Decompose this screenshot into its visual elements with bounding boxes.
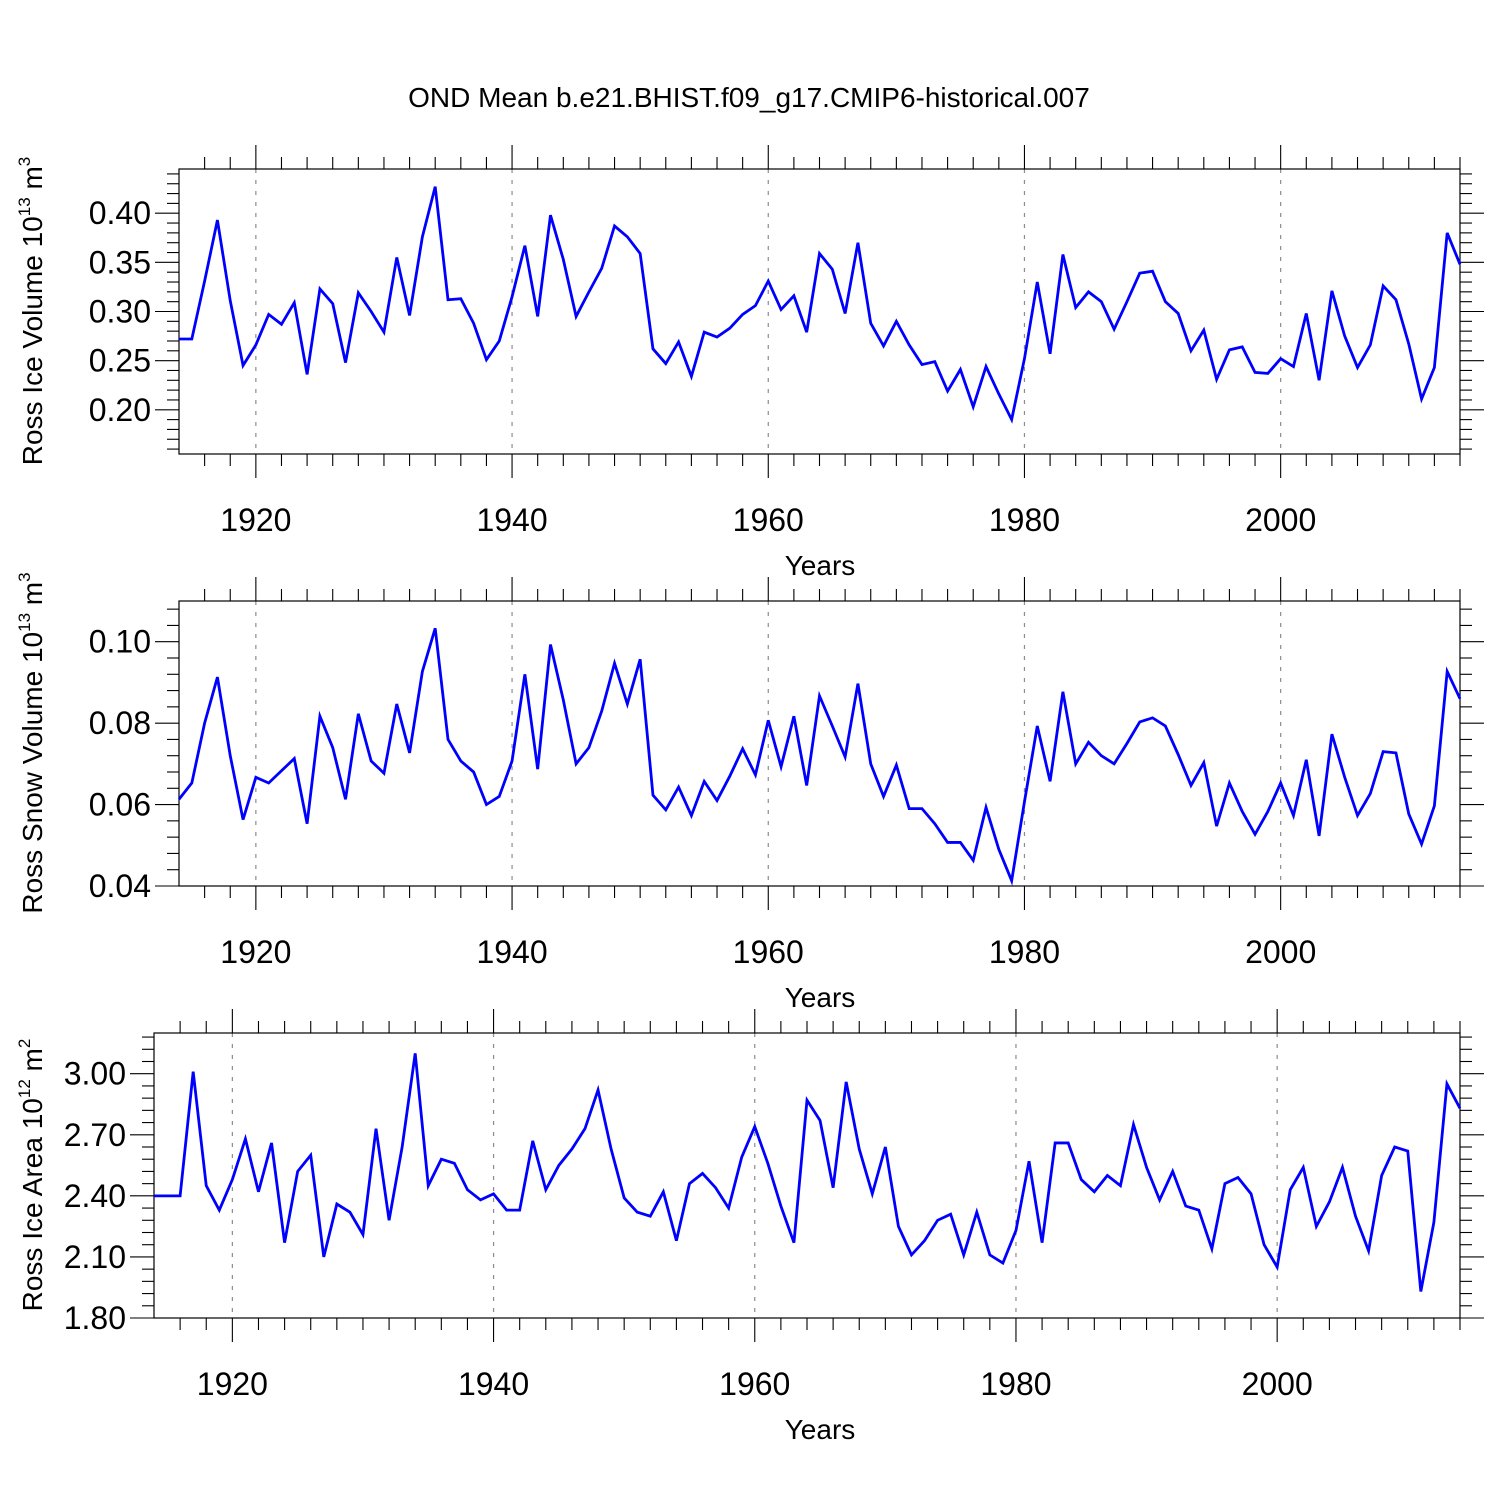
y-tick-label: 0.30 — [89, 294, 151, 330]
y-axis-label: Ross Snow Volume 1013 m3 — [15, 572, 48, 913]
x-tick-label: 1940 — [476, 502, 547, 538]
x-tick-label: 1960 — [733, 934, 804, 970]
y-axis-label-unit: m — [17, 166, 48, 197]
x-tick-label: 1960 — [719, 1366, 790, 1402]
x-tick-label: 1980 — [989, 502, 1060, 538]
y-tick-label: 2.70 — [64, 1117, 126, 1153]
plot-frame — [153, 1032, 1461, 1319]
y-axis-label-exponent: 13 — [15, 613, 34, 632]
x-axis-label: Years — [785, 982, 856, 1013]
y-tick-label: 0.35 — [89, 244, 151, 280]
y-axis-label-power: 2 — [15, 1039, 34, 1048]
y-tick-label: 0.08 — [89, 705, 151, 741]
x-tick-label: 1940 — [458, 1366, 529, 1402]
y-axis-label-power: 3 — [15, 157, 34, 166]
y-tick-label: 2.40 — [64, 1178, 126, 1214]
y-tick-label: 2.10 — [64, 1239, 126, 1275]
x-tick-label: 1940 — [476, 934, 547, 970]
y-tick-label: 3.00 — [64, 1056, 126, 1092]
y-axis-label-unit: m — [17, 582, 48, 613]
y-tick-label: 0.06 — [89, 787, 151, 823]
y-axis-label-unit: m — [17, 1048, 48, 1079]
y-tick-label: 1.80 — [64, 1300, 126, 1336]
y-axis-label: Ross Ice Volume 1013 m3 — [15, 157, 48, 466]
y-axis-label-exponent: 12 — [15, 1079, 34, 1098]
series-line — [179, 186, 1462, 424]
x-axis-label: Years — [785, 1414, 856, 1445]
y-axis-label-text: Ross Ice Area 10 — [17, 1098, 48, 1311]
x-axis-label: Years — [785, 550, 856, 581]
y-axis-label-text: Ross Ice Volume 10 — [17, 216, 48, 465]
y-tick-label: 0.40 — [89, 195, 151, 231]
x-tick-label: 1920 — [220, 502, 291, 538]
series-line — [177, 627, 1462, 886]
plot-frame — [178, 600, 1461, 887]
y-tick-label: 0.25 — [89, 343, 151, 379]
x-tick-label: 1920 — [197, 1366, 268, 1402]
y-tick-label: 0.20 — [89, 392, 151, 428]
y-tick-label: 0.04 — [89, 868, 151, 904]
y-axis-label: Ross Ice Area 1012 m2 — [15, 1039, 48, 1312]
series-line — [154, 1053, 1462, 1292]
x-tick-label: 1980 — [989, 934, 1060, 970]
panels: 0.20 0.25 0.30 0.35 0.40 1920 1940 1960 1980 2000… — [15, 145, 1484, 1445]
x-tick-label: 2000 — [1245, 934, 1316, 970]
x-tick-label: 2000 — [1245, 502, 1316, 538]
y-axis-label-exponent: 13 — [15, 197, 34, 216]
panel-1: 0.20 0.25 0.30 0.35 0.40 1920 1940 1960 1980 2000… — [15, 145, 1484, 581]
panel-3: 1.80 2.10 2.40 2.70 3.00 1920 1940 1960 1980 2000… — [15, 1009, 1484, 1445]
x-tick-label: 1980 — [980, 1366, 1051, 1402]
y-axis-label-text: Ross Snow Volume 10 — [17, 632, 48, 914]
x-tick-label: 2000 — [1242, 1366, 1313, 1402]
y-axis-label-power: 3 — [15, 572, 34, 581]
panel-2: 0.04 0.06 0.08 0.10 1920 1940 1960 1980 2000 Year… — [15, 572, 1484, 1013]
y-tick-label: 0.10 — [89, 624, 151, 660]
chart-title: OND Mean b.e21.BHIST.f09_g17.CMIP6-histo… — [408, 82, 1090, 113]
x-tick-label: 1960 — [733, 502, 804, 538]
x-tick-label: 1920 — [220, 934, 291, 970]
